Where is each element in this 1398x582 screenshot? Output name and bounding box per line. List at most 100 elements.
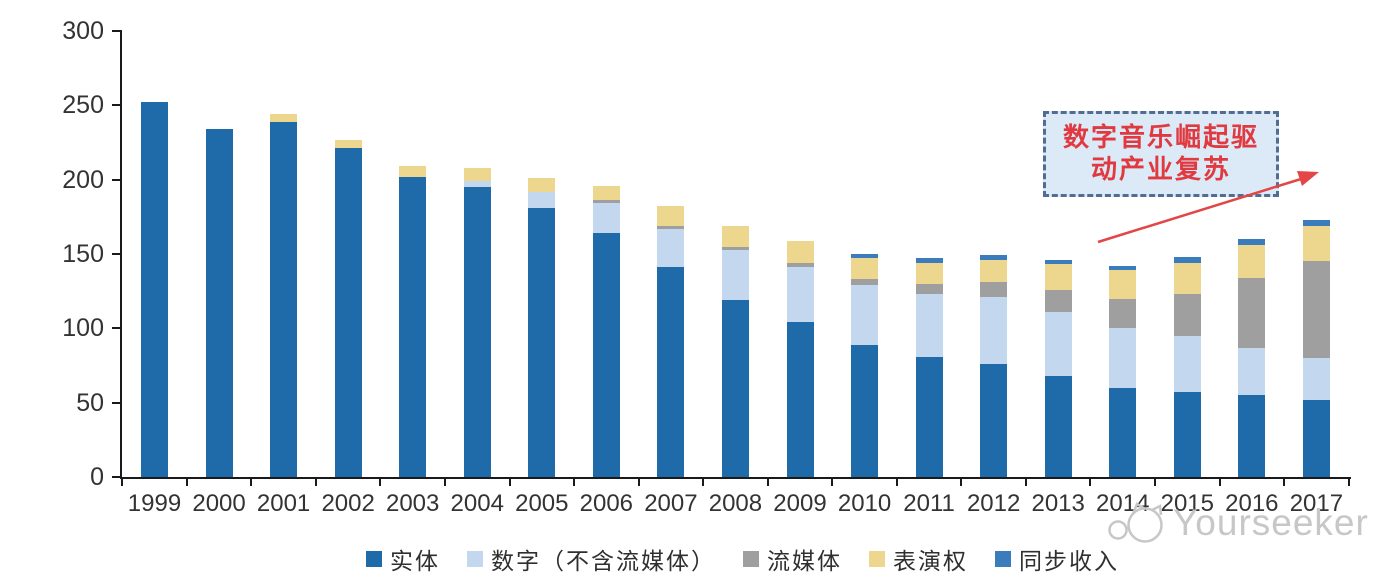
bar-segment [592,203,620,234]
legend-item: 同步收入 [995,542,1119,576]
x-axis-tick [185,478,188,486]
bar-segment [786,322,814,477]
bar-segment [980,259,1008,283]
x-axis-tick [1283,478,1286,486]
x-axis-line [120,477,1351,479]
legend-label: 实体 [390,549,440,574]
x-axis-label: 2008 [708,490,763,517]
bar-segment [1044,311,1072,376]
legend: 实体 数字（不含流媒体） 流媒体 表演权 同步收入 [366,542,1119,576]
legend-label: 同步收入 [1019,549,1119,574]
bar-segment [851,285,879,345]
x-axis-label: 2007 [644,490,698,517]
x-axis-label: 2016 [1225,490,1279,517]
bar-segment [141,102,168,477]
x-axis-label: 2010 [837,490,892,517]
bar-segment [1109,387,1137,477]
y-axis-label: 250 [62,91,104,120]
bar-segment [1173,262,1201,295]
legend-item: 数字（不含流媒体） [467,542,716,576]
watermark: Yourseeker [1105,498,1369,548]
bar-segment [528,207,556,477]
y-axis-label: 150 [62,239,104,268]
bar-segment [851,279,879,286]
legend-label: 数字（不含流媒体） [491,549,716,574]
annotation-box: 数字音乐崛起驱 动产业复苏 [1043,111,1279,197]
x-axis-tick [1024,478,1027,486]
bar-segment [786,267,814,323]
bar-segment [1238,239,1266,246]
bar-segment [721,249,749,301]
x-axis-tick [1089,478,1092,486]
bar-segment [980,255,1008,260]
legend-item: 流媒体 [743,542,842,576]
x-axis-tick [1218,478,1221,486]
bar-segment [1044,264,1072,290]
legend-swatch [743,551,759,567]
bar-segment [786,240,814,263]
x-axis-tick [1154,478,1157,486]
x-axis-tick [960,478,963,486]
x-axis-label: 2000 [192,490,246,517]
legend-label: 流媒体 [767,549,842,574]
bar-segment [786,262,814,268]
y-axis-tick [112,327,120,330]
bar-segment [851,253,879,259]
legend-swatch [467,551,483,567]
bar-segment [657,225,685,229]
bar-segment [399,166,427,177]
legend-label: 表演权 [893,549,968,574]
bar-segment [1173,294,1201,336]
x-axis-label: 2011 [903,490,955,517]
x-axis-tick [895,478,898,486]
bar-segment [1302,225,1330,262]
bar-segment [1238,277,1266,348]
legend-swatch [366,551,382,567]
y-axis-label: 0 [90,463,104,491]
annotation-line1: 数字音乐崛起驱 [1062,123,1259,152]
bar-segment [1044,289,1072,312]
x-axis-tick [443,478,446,486]
x-axis-tick [250,478,253,486]
legend-swatch [995,551,1011,567]
bar-segment [1173,392,1201,477]
x-axis-label: 2004 [450,490,504,517]
bar-segment [463,181,491,188]
bar-segment [463,167,491,182]
bar-segment [1173,335,1201,393]
legend-swatch [869,551,885,567]
bar-segment [1238,347,1266,396]
x-axis-label: 2015 [1160,490,1214,517]
bar-segment [1302,399,1330,477]
x-axis-tick [831,478,834,486]
bar-segment [1302,261,1330,359]
bar-segment [463,187,491,477]
x-axis-tick [314,478,317,486]
x-axis-label: 2012 [966,490,1021,517]
bar-segment [334,139,362,149]
x-axis-tick [766,478,769,486]
x-axis-tick [637,478,640,486]
watermark-logo-icon [1108,502,1163,543]
x-axis-label: 2005 [515,490,569,517]
bar-segment [915,258,943,263]
bar-segment [915,356,943,477]
bar-segment [270,114,298,122]
y-axis-label: 50 [76,388,104,417]
bar-segment [528,191,556,208]
bar-segment [721,300,749,477]
bar-segment [270,121,298,477]
bar-segment [1044,375,1072,477]
bar-segment [1173,256,1201,263]
bar-segment [657,228,685,268]
y-axis-line [120,30,122,479]
bar-segment [915,294,943,357]
bar-segment [915,262,943,284]
bar-segment [980,297,1008,364]
y-axis-tick [112,104,120,107]
bar-segment [1302,219,1330,226]
bar-segment [592,200,620,204]
bar-segment [528,178,556,192]
y-axis-label: 200 [62,165,104,194]
